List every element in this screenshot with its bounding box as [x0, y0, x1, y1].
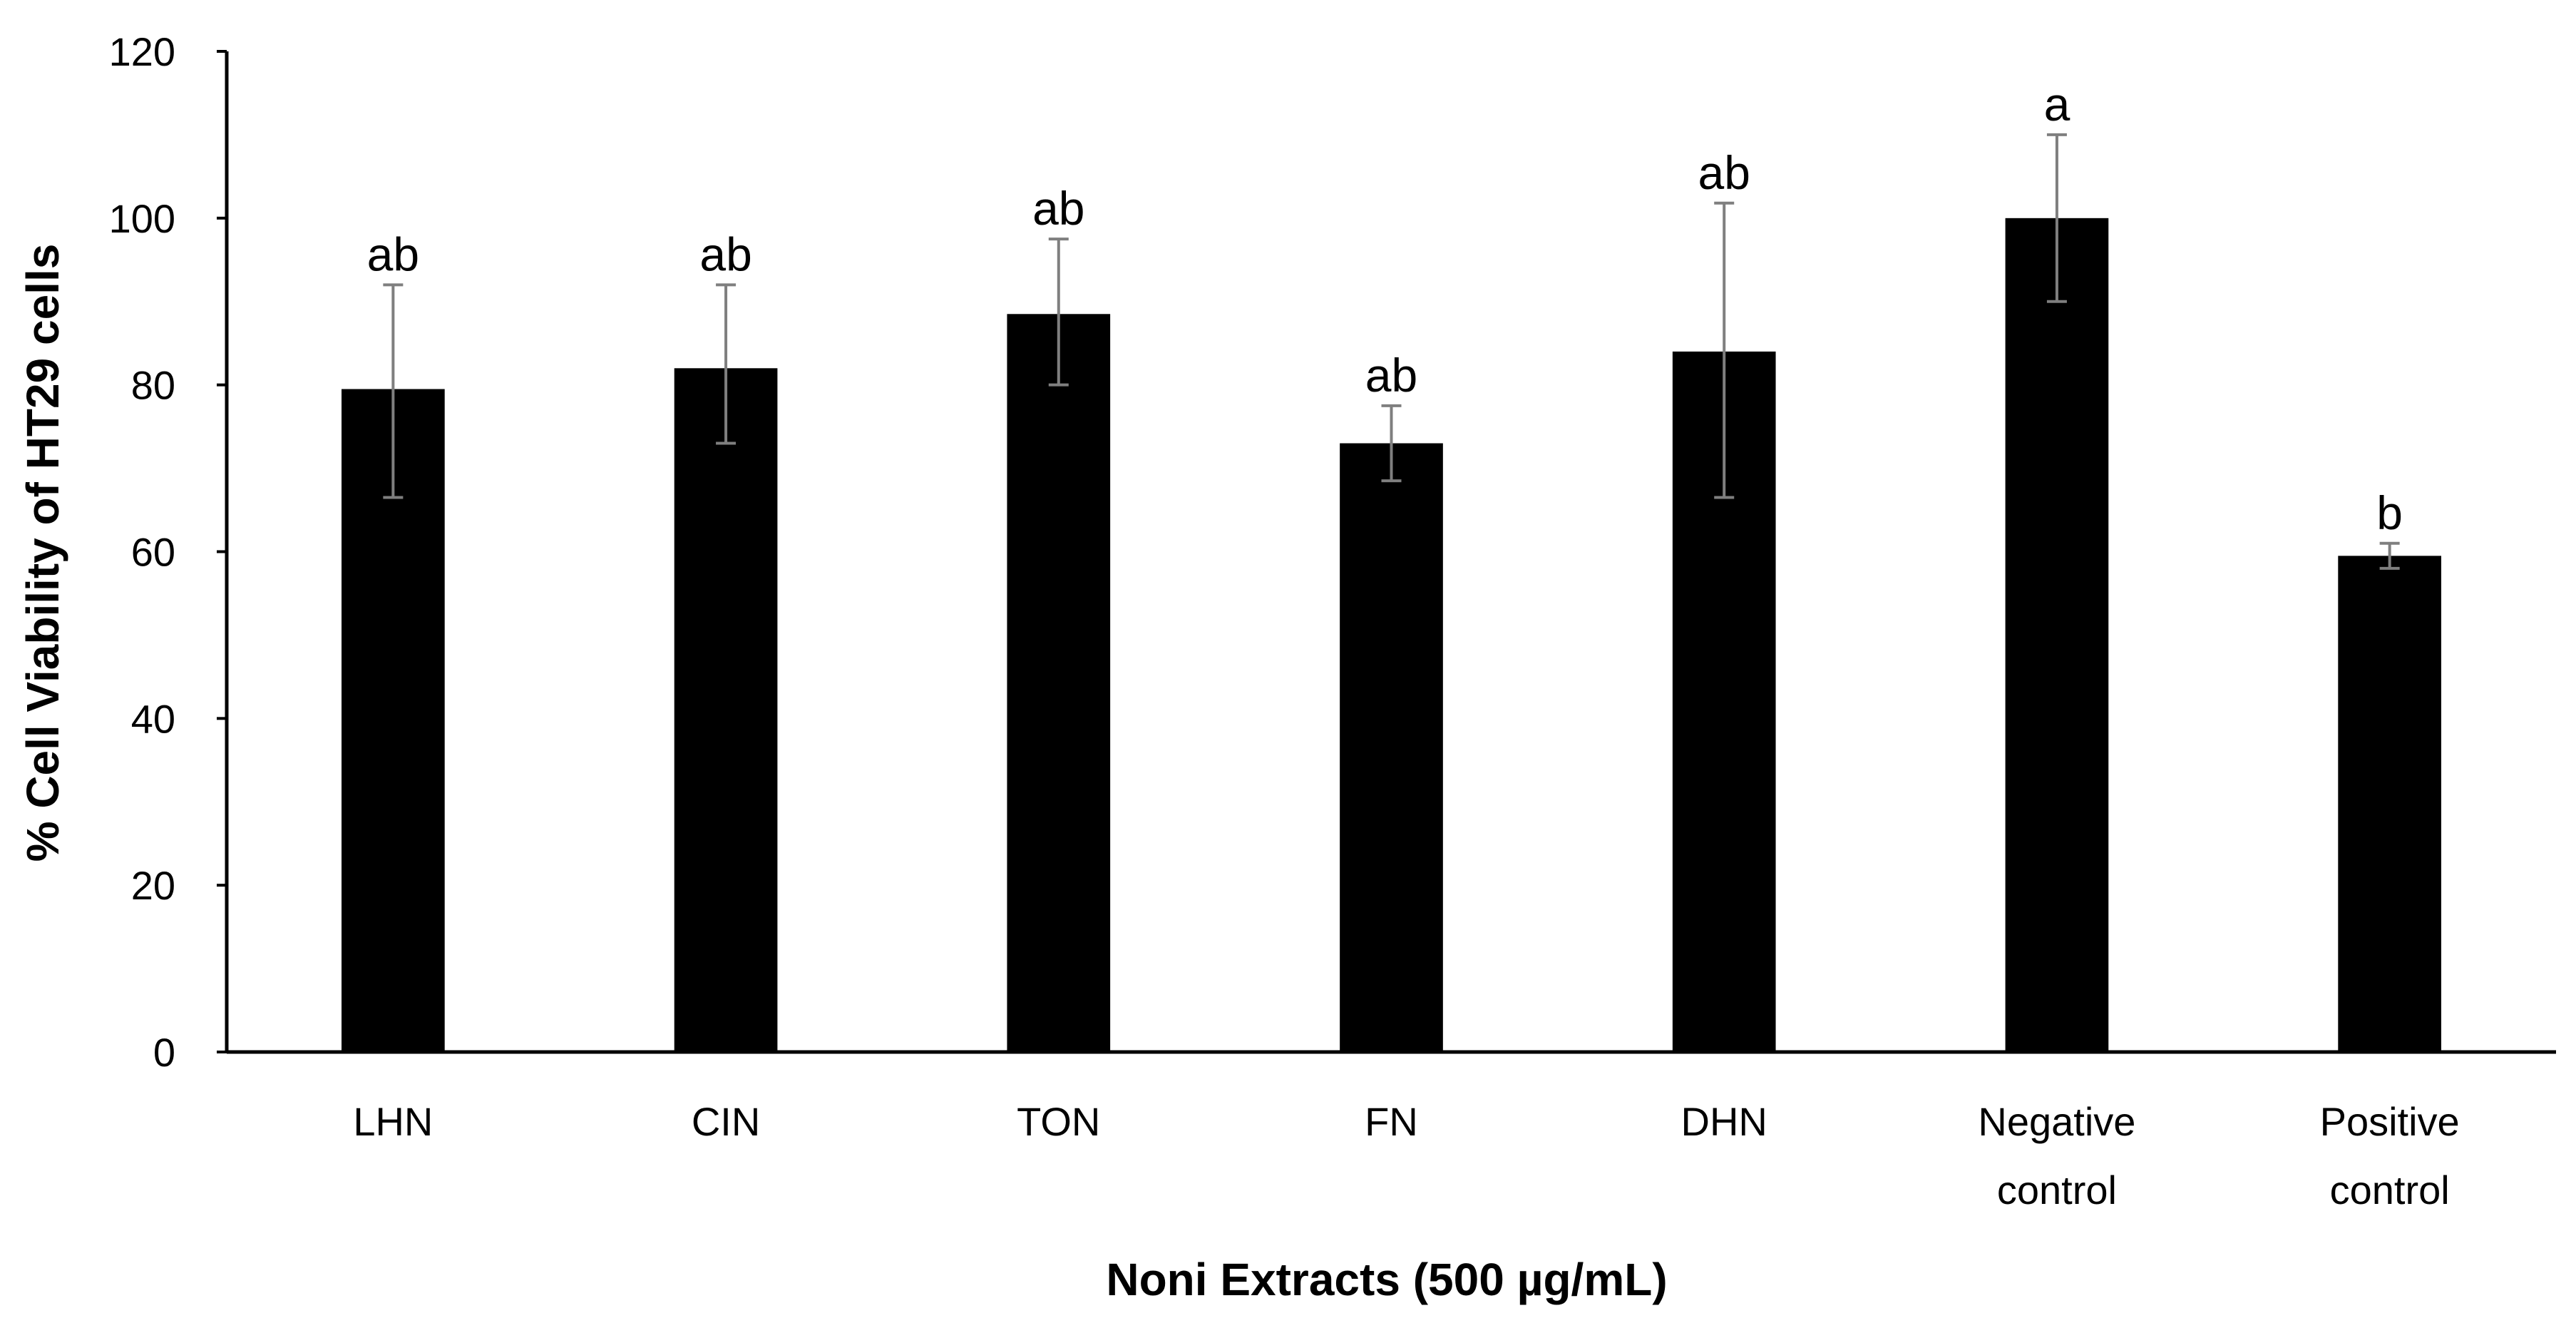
x-tick-label-line: Positive — [2320, 1099, 2460, 1144]
bar — [1007, 314, 1111, 1053]
x-tick-label-line: LHN — [353, 1099, 433, 1144]
x-tick-label: CIN — [692, 1099, 760, 1144]
x-axis: LHN CIN TON FN DHN Negative control Positive con… — [227, 1050, 2556, 1212]
bar — [2005, 218, 2109, 1052]
y-tick-label: 0 — [153, 1030, 175, 1075]
x-tick-label-line: control — [1997, 1168, 2117, 1212]
significance-label: ab — [1365, 349, 1417, 402]
bar — [674, 368, 778, 1052]
bar — [1340, 443, 1443, 1052]
y-tick-label: 60 — [131, 530, 175, 575]
x-tick-label: DHN — [1681, 1099, 1767, 1144]
significance-label: ab — [1032, 182, 1084, 235]
x-tick-label-line: Negative — [1978, 1099, 2135, 1144]
significance-label: ab — [367, 228, 419, 280]
y-tick-label: 100 — [109, 196, 175, 241]
y-tick-label: 40 — [131, 696, 175, 741]
x-tick-label: FN — [1365, 1099, 1418, 1144]
x-tick-label: Positive control — [2320, 1099, 2460, 1212]
bar — [2338, 556, 2441, 1052]
significance-label: ab — [699, 228, 751, 280]
x-tick-label-line: CIN — [692, 1099, 760, 1144]
significance-label: b — [2376, 486, 2403, 539]
x-tick-label: TON — [1017, 1099, 1100, 1144]
x-tick-label-line: control — [2330, 1168, 2450, 1212]
significance-label: a — [2044, 78, 2070, 131]
x-tick-label: LHN — [353, 1099, 433, 1144]
x-tick-label-line: TON — [1017, 1099, 1100, 1144]
y-tick-label: 120 — [109, 29, 175, 74]
error-bars — [383, 133, 2400, 570]
y-tick-label: 80 — [131, 363, 175, 408]
y-axis-title: % Cell Viability of HT29 cells — [17, 244, 68, 862]
x-tick-label-line: DHN — [1681, 1099, 1767, 1144]
x-axis-title: Noni Extracts (500 µg/mL) — [1106, 1254, 1667, 1305]
significance-label: ab — [1698, 146, 1750, 199]
y-axis: 0 20 40 60 80 100 120 — [109, 29, 229, 1075]
bar — [342, 389, 445, 1052]
x-tick-label: Negative control — [1978, 1099, 2135, 1212]
x-tick-label-line: FN — [1365, 1099, 1418, 1144]
bars — [342, 218, 2441, 1053]
y-tick-label: 20 — [131, 863, 175, 908]
